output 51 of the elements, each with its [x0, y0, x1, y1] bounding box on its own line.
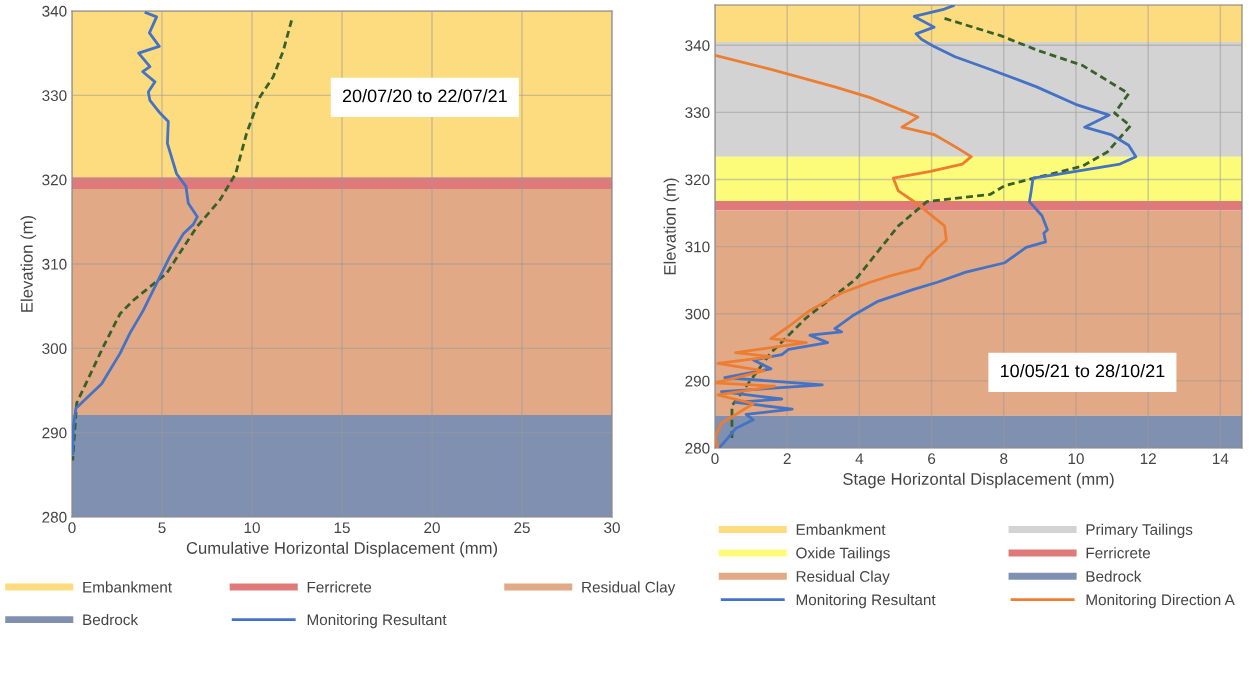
- legend-label: Residual Clay: [582, 581, 676, 596]
- x-tick-label: 8: [1000, 453, 1008, 465]
- legend-label: Bedrock: [1086, 570, 1142, 582]
- line-series: [72, 11, 199, 456]
- y-tick-label: 300: [42, 343, 67, 355]
- y-tick-label: 290: [42, 427, 67, 439]
- legend-label: Monitoring Direction A: [1086, 594, 1235, 609]
- x-tick-label: 14: [1213, 453, 1229, 464]
- legend-label: Ferricrete: [307, 581, 372, 593]
- y-axis-title: Elevation (m): [20, 215, 37, 312]
- y-tick-label: 320: [685, 174, 710, 186]
- x-tick-label: 12: [1140, 453, 1156, 464]
- annotation: 10/05/21 to 28/10/21: [1000, 364, 1165, 378]
- x-tick-label: 4: [855, 453, 864, 464]
- y-tick-label: 310: [42, 258, 67, 270]
- x-tick-label: 2: [783, 453, 791, 464]
- y-tick-label: 340: [685, 40, 710, 51]
- y-tick-label: 300: [685, 308, 710, 320]
- legend-label: Residual Clay: [796, 570, 890, 585]
- legend-label: Embankment: [796, 523, 886, 535]
- x-tick-label: 5: [158, 522, 166, 534]
- x-tick-label: 20: [424, 522, 440, 534]
- legend-label: Monitoring Resultant: [307, 613, 447, 629]
- legend-label: Bedrock: [83, 613, 139, 626]
- x-tick-label: 0: [711, 453, 719, 465]
- y-tick-label: 290: [685, 375, 710, 387]
- y-tick-label: 280: [42, 511, 67, 523]
- y-axis-title: Elevation (m): [663, 178, 680, 275]
- legend-label: Primary Tailings: [1086, 523, 1193, 539]
- x-tick-label: 6: [928, 453, 936, 465]
- x-tick-label: 10: [244, 522, 260, 534]
- y-tick-label: 280: [685, 442, 710, 454]
- x-tick-label: 10: [1068, 453, 1084, 465]
- legend-label: Embankment: [83, 581, 172, 593]
- legend-label: Oxide Tailings: [796, 547, 890, 562]
- x-tick-label: 25: [514, 522, 530, 534]
- x-tick-label: 15: [334, 522, 350, 534]
- x-axis-title: Stage Horizontal Displacement (mm): [843, 472, 1114, 489]
- legend-label: Monitoring Resultant: [796, 594, 936, 609]
- x-axis-title: Cumulative Horizontal Displacement (mm): [186, 541, 498, 558]
- x-tick-label: 30: [604, 522, 620, 534]
- line-series: [715, 53, 973, 448]
- y-tick-label: 330: [685, 107, 710, 119]
- annotation: 20/07/20 to 22/07/21: [342, 89, 507, 103]
- y-tick-label: 310: [685, 241, 710, 253]
- y-tick-label: 320: [42, 174, 67, 186]
- y-tick-label: 330: [42, 90, 67, 102]
- line-series: [72, 18, 293, 462]
- legend-label: Ferricrete: [1086, 547, 1151, 559]
- y-tick-label: 340: [42, 5, 67, 17]
- x-tick-label: 0: [68, 522, 76, 534]
